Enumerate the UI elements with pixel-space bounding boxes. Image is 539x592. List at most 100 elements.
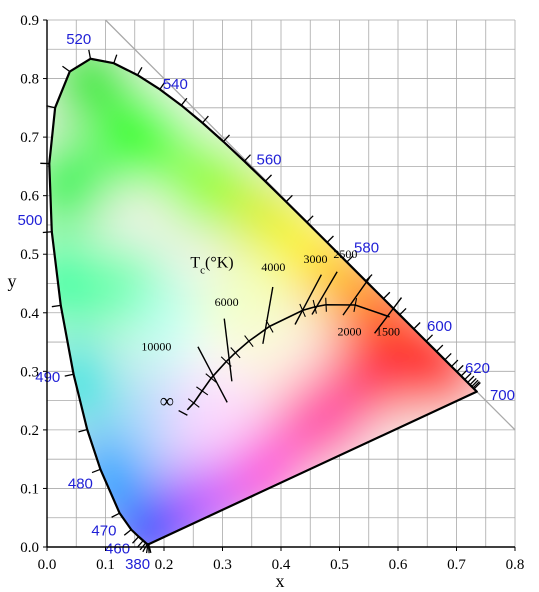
wavelength-tick [264, 174, 273, 182]
cct-label: 2500 [333, 247, 357, 261]
isotherm-line [294, 274, 322, 325]
wavelength-tick [306, 215, 314, 223]
wavelength-tick [64, 373, 74, 377]
wavelength-label: 490 [35, 369, 60, 386]
cct-label: 2000 [337, 325, 361, 339]
wavelength-tick [436, 344, 444, 352]
planckian-tick [244, 335, 254, 347]
planckian-tick [196, 386, 209, 396]
isotherm-line [374, 297, 403, 334]
x-tick-label: 0.6 [389, 557, 408, 573]
cct-labels: ∞ 10000 6000 4000 3000 2500 2000 1500 [141, 247, 400, 412]
y-tick-label: 0.6 [20, 189, 39, 205]
cct-title: Tc(°K) [190, 255, 233, 277]
cct-label-infinity: ∞ [160, 391, 174, 413]
y-tick-label: 0.5 [20, 247, 39, 263]
wavelength-label: 600 [427, 318, 452, 335]
y-tick-label: 0.3 [20, 364, 39, 380]
y-tick-label: 0.8 [20, 72, 39, 88]
y-tick-label: 0.0 [20, 540, 39, 556]
planckian-tick [312, 299, 317, 314]
wavelength-label: 460 [105, 540, 130, 557]
wavelength-tick [326, 235, 334, 243]
wavelength-tick [132, 536, 140, 544]
wavelength-tick [111, 512, 120, 518]
y-tick-label: 0.4 [20, 306, 39, 322]
wavelength-ticks [40, 49, 481, 554]
y-tick-label: 0.2 [20, 423, 39, 439]
wavelength-tick [123, 529, 132, 536]
wavelength-tick [383, 291, 391, 300]
wavelength-tick [51, 304, 61, 308]
wavelength-label: 620 [465, 360, 490, 377]
fill-blob [49, 58, 134, 125]
cct-label: 10000 [141, 340, 171, 354]
isotherm-line [197, 346, 228, 403]
wavelength-tick [62, 65, 71, 73]
y-tick-label: 0.1 [20, 481, 39, 497]
y-tick-labels: 0.0 0.1 0.2 0.3 0.4 0.5 0.6 0.7 0.8 0.9 [20, 13, 47, 556]
x-tick-label: 0.5 [330, 557, 349, 573]
x-tick-label: 0.3 [213, 557, 232, 573]
wavelength-tick [451, 359, 459, 367]
wavelength-label: 380 [125, 556, 150, 573]
wavelength-tick [113, 54, 118, 64]
wavelength-tick [136, 540, 144, 548]
wavelength-tick [147, 544, 150, 554]
wavelength-tick [464, 372, 472, 381]
wavelength-tick [243, 154, 251, 162]
wavelength-tick [180, 97, 188, 106]
wavelength-label: 700 [490, 387, 515, 404]
isotherm-line [342, 276, 371, 316]
planckian-tick [187, 398, 200, 408]
fill-blob [275, 372, 368, 465]
isotherm-lines [178, 271, 403, 416]
cct-label: 6000 [215, 295, 239, 309]
wavelength-tick [346, 255, 354, 263]
wavelength-tick [78, 428, 88, 433]
fill-blob [164, 372, 257, 465]
x-tick-label: 0.4 [272, 557, 291, 573]
wavelength-tick [472, 381, 480, 389]
wavelength-tick [467, 375, 475, 383]
wavelength-tick [159, 81, 166, 90]
x-tick-label: 0.7 [447, 557, 466, 573]
wavelength-tick [444, 352, 452, 361]
wavelength-label: 480 [68, 475, 93, 492]
x-axis-label: x [276, 571, 285, 591]
cct-label: 1500 [376, 325, 400, 339]
wavelength-tick [469, 377, 477, 386]
fill-blob [49, 137, 111, 230]
planckian-tick [205, 373, 217, 384]
wavelength-label: 560 [257, 152, 282, 169]
planckian-tick [230, 347, 241, 359]
y-axis-label: y [8, 271, 17, 291]
wavelength-tick [413, 322, 421, 330]
isotherm-line [178, 409, 188, 416]
wavelength-tick [471, 379, 479, 388]
isotherm-line [223, 318, 233, 382]
fill-blob [94, 91, 187, 184]
wavelength-tick [88, 49, 92, 59]
planckian-tick [325, 297, 327, 312]
isotherm-line [311, 271, 338, 315]
wavelength-label: 540 [163, 76, 188, 93]
cct-label: 4000 [261, 260, 285, 274]
wavelength-tick [456, 364, 464, 373]
y-tick-label: 0.9 [20, 13, 39, 29]
wavelength-tick [46, 105, 56, 109]
planckian-tick [353, 298, 358, 312]
isotherm-line [262, 286, 274, 344]
x-tick-label: 0.1 [96, 557, 115, 573]
wavelength-label: 520 [66, 31, 91, 48]
wavelength-tick [222, 134, 230, 143]
wavelength-tick [145, 544, 149, 554]
wavelength-label: 500 [17, 212, 42, 229]
wavelength-tick [473, 382, 481, 390]
wavelength-tick [142, 543, 148, 553]
wavelength-tick [136, 66, 143, 76]
cct-label: 3000 [304, 252, 328, 266]
x-tick-label: 0.8 [506, 557, 525, 573]
